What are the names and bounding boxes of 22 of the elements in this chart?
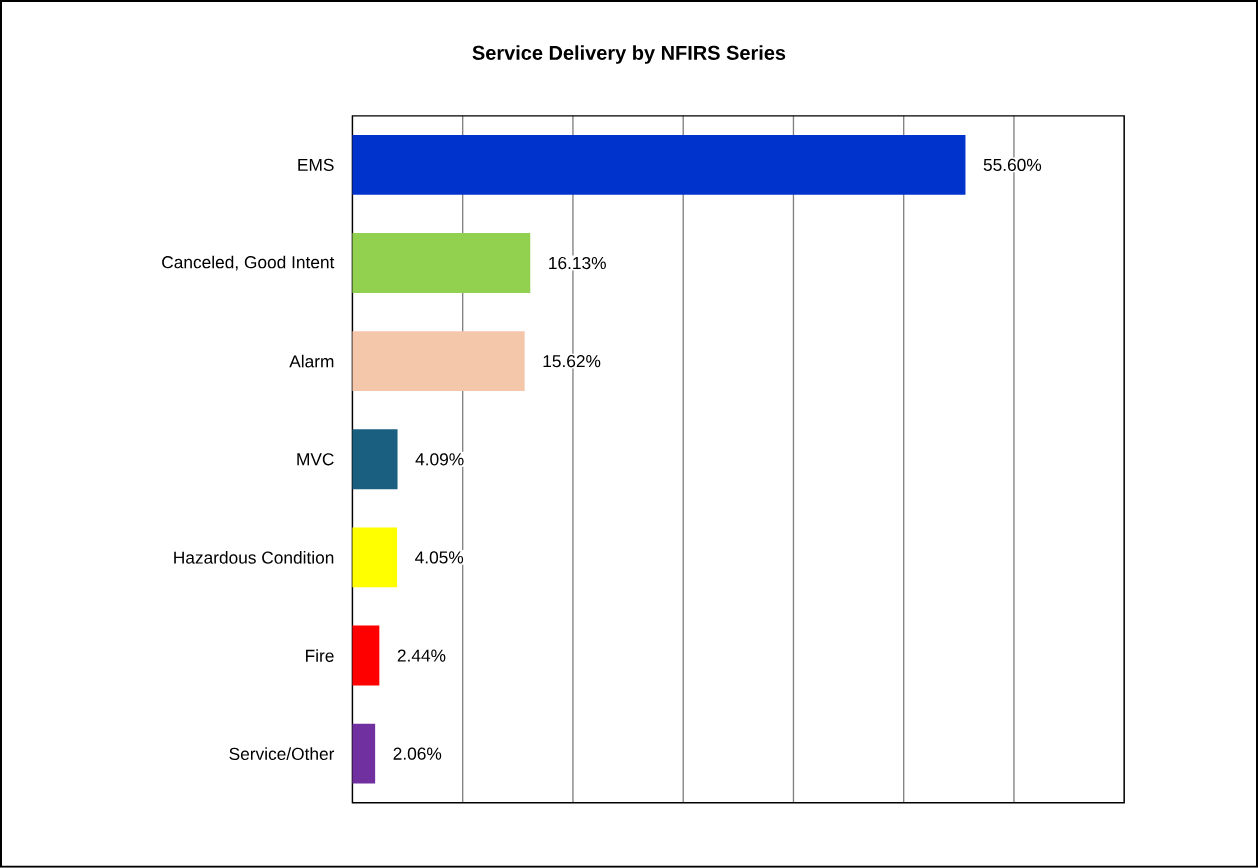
bar: [352, 233, 531, 294]
y-tick-label: Alarm: [289, 354, 334, 368]
data-label: 4.05%: [415, 551, 464, 564]
bar: [352, 625, 380, 686]
bar: [352, 331, 525, 392]
chart-title: Service Delivery by NFIRS Series: [472, 45, 786, 65]
bar: [352, 527, 398, 588]
data-label: 15.62%: [543, 355, 601, 368]
data-label: 2.06%: [393, 747, 442, 760]
y-tick-label: Fire: [306, 649, 334, 663]
bar: [352, 135, 966, 196]
y-tick-label: EMS: [298, 158, 334, 172]
data-label: 2.44%: [397, 649, 446, 662]
bar: [352, 723, 376, 784]
y-tick-label: MVC: [297, 453, 334, 466]
y-tick-label: Service/Other: [229, 747, 335, 761]
bar: [352, 429, 398, 490]
data-label: 4.09%: [415, 453, 464, 466]
data-label: 55.60%: [983, 158, 1042, 172]
y-tick-label: Canceled, Good Intent: [162, 255, 335, 271]
y-tick-label: Hazardous Condition: [174, 551, 334, 564]
data-label: 16.13%: [549, 257, 606, 270]
